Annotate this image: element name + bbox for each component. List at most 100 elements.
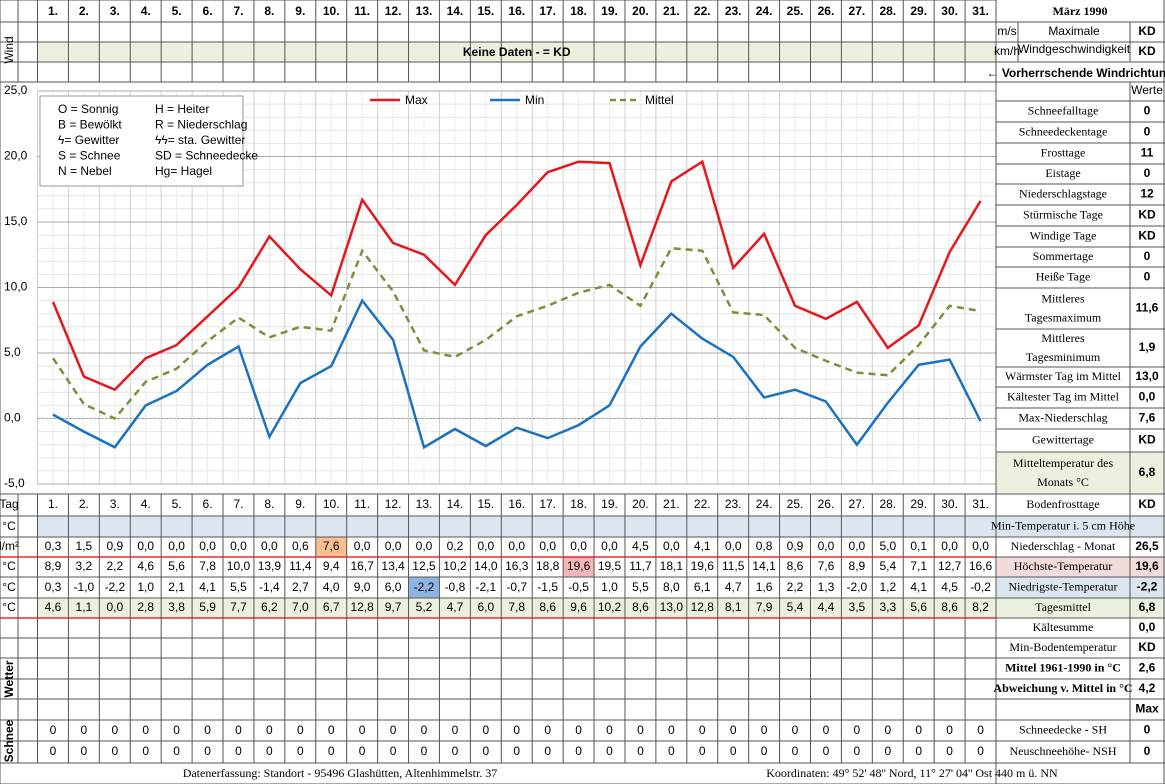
temp-cell: 3,8 [168,600,185,614]
stat-value: 0 [1144,249,1151,263]
temp-cell: 9,7 [385,600,402,614]
temp-cell: -0,2 [970,580,991,594]
temp-cell: 8,6 [632,600,649,614]
y-tick-label: 0,0 [4,411,21,425]
day-label: 6. [203,497,213,511]
snow-cell: 0 [730,744,737,758]
precip-cell: 0,0 [477,539,494,553]
stat-label: Gewittertage [1032,432,1094,446]
snow-cell: 0 [823,744,830,758]
stat-value: KD [1138,208,1156,222]
temp-cell: 4,4 [818,600,835,614]
temp-cell: -2,2 [414,580,435,594]
day-label: 4. [141,497,151,511]
wind-direction: ← Vorherrschende Windrichtung [986,66,1165,80]
stat-label: Mittleres [1041,291,1085,305]
stat-label: Sommertage [1033,249,1094,263]
stat-label: Mitteltemperatur des [1013,456,1114,470]
precip-cell: 0,0 [261,539,278,553]
snow-cell: 0 [266,744,273,758]
snow-cell: 0 [606,723,613,737]
precip-cell: 0,0 [508,539,525,553]
temp-cell: 16,3 [505,559,529,573]
temp-cell: 6,1 [694,580,711,594]
stat-value: 13,0 [1135,369,1159,383]
temp-cell: 10,2 [598,600,622,614]
temp-cell: 19,6 [691,559,715,573]
row-unit: l/m² [0,539,19,553]
snow-cell: 0 [297,723,304,737]
precip-cell: 0,0 [539,539,556,553]
day-label: 10. [323,497,340,511]
temp-cell: 5,6 [168,559,185,573]
stat-value: 0 [1144,166,1151,180]
stat-label: Bodenfrosttage [1026,497,1099,511]
snow-cell: 0 [792,723,799,737]
temp-cell: -1,4 [259,580,280,594]
stat-value: 7,6 [1139,411,1156,425]
temp-cell: 5,4 [879,559,896,573]
max-wind-value: KD [1138,24,1156,38]
snow-cell: 0 [482,723,489,737]
temp-cell: -0,7 [506,580,527,594]
temp-cell: 10,0 [227,559,251,573]
stat-label: Tagesmittel [1035,600,1091,614]
temp-cell: 13,0 [660,600,684,614]
stat-value: KD [1138,640,1156,654]
temp-cell: 6,0 [385,580,402,594]
stat-label: Mittleres [1041,331,1085,345]
day-label: 26. [818,497,835,511]
temp-cell: 9,0 [354,580,371,594]
snow-cell: 0 [915,723,922,737]
day-label: 7. [233,4,243,18]
stat-value: 1,9 [1139,340,1156,354]
stat-value: 0 [1144,270,1151,284]
temp-cell: 9,6 [570,600,587,614]
temp-cell: 4,1 [910,580,927,594]
temp-cell: 16,7 [350,559,374,573]
stat-label: Frosttage [1041,145,1086,159]
stat-label: Schneedecke - SH [1019,722,1107,736]
stat-band [996,598,1165,618]
snow-cell: 0 [575,744,582,758]
stat-label: Stürmische Tage [1023,207,1103,221]
day-label: 18. [570,497,587,511]
day-label: 21. [663,4,680,18]
temp-cell: 6,2 [261,600,278,614]
day-label: 23. [725,4,742,18]
precip-cell: 4,5 [632,539,649,553]
stat-value: 12 [1140,187,1154,201]
snow-cell: 0 [50,723,57,737]
snow-cell: 0 [50,744,57,758]
temp-cell: 3,2 [76,559,93,573]
snow-cell: 0 [390,744,397,758]
stat-value: 0,0 [1139,390,1156,404]
snow-cell: 0 [328,723,335,737]
day-label: 24. [756,497,773,511]
day-label: 22. [694,497,711,511]
weather-legend-item: O = Sonnig [58,102,118,116]
snow-cell: 0 [452,744,459,758]
snow-cell: 0 [81,744,88,758]
no-data-text: Keine Daten - = KD [463,45,571,59]
snow-cell: 0 [884,744,891,758]
stat-value: Max [1135,702,1159,716]
day-label: 5. [172,4,182,18]
day-label: 16. [508,4,525,18]
day-label: 30. [941,4,958,18]
y-tick-label: 5,0 [4,345,21,359]
temp-cell: 12,7 [938,559,962,573]
temp-cell: 18,1 [660,559,684,573]
day-label: 31. [972,497,989,511]
cell-highlight [408,577,440,598]
snow-cell: 0 [421,723,428,737]
precip-cell: 0,8 [756,539,773,553]
stat-label: Niederschlagstage [1019,186,1107,200]
cell-highlight [315,537,347,557]
temp-cell: 7,9 [756,600,773,614]
day-label: 1. [48,4,58,18]
precip-cell: 1,5 [76,539,93,553]
temp-cell: 5,6 [910,600,927,614]
precip-cell: 0,9 [106,539,123,553]
temp-cell: 1,2 [879,580,896,594]
